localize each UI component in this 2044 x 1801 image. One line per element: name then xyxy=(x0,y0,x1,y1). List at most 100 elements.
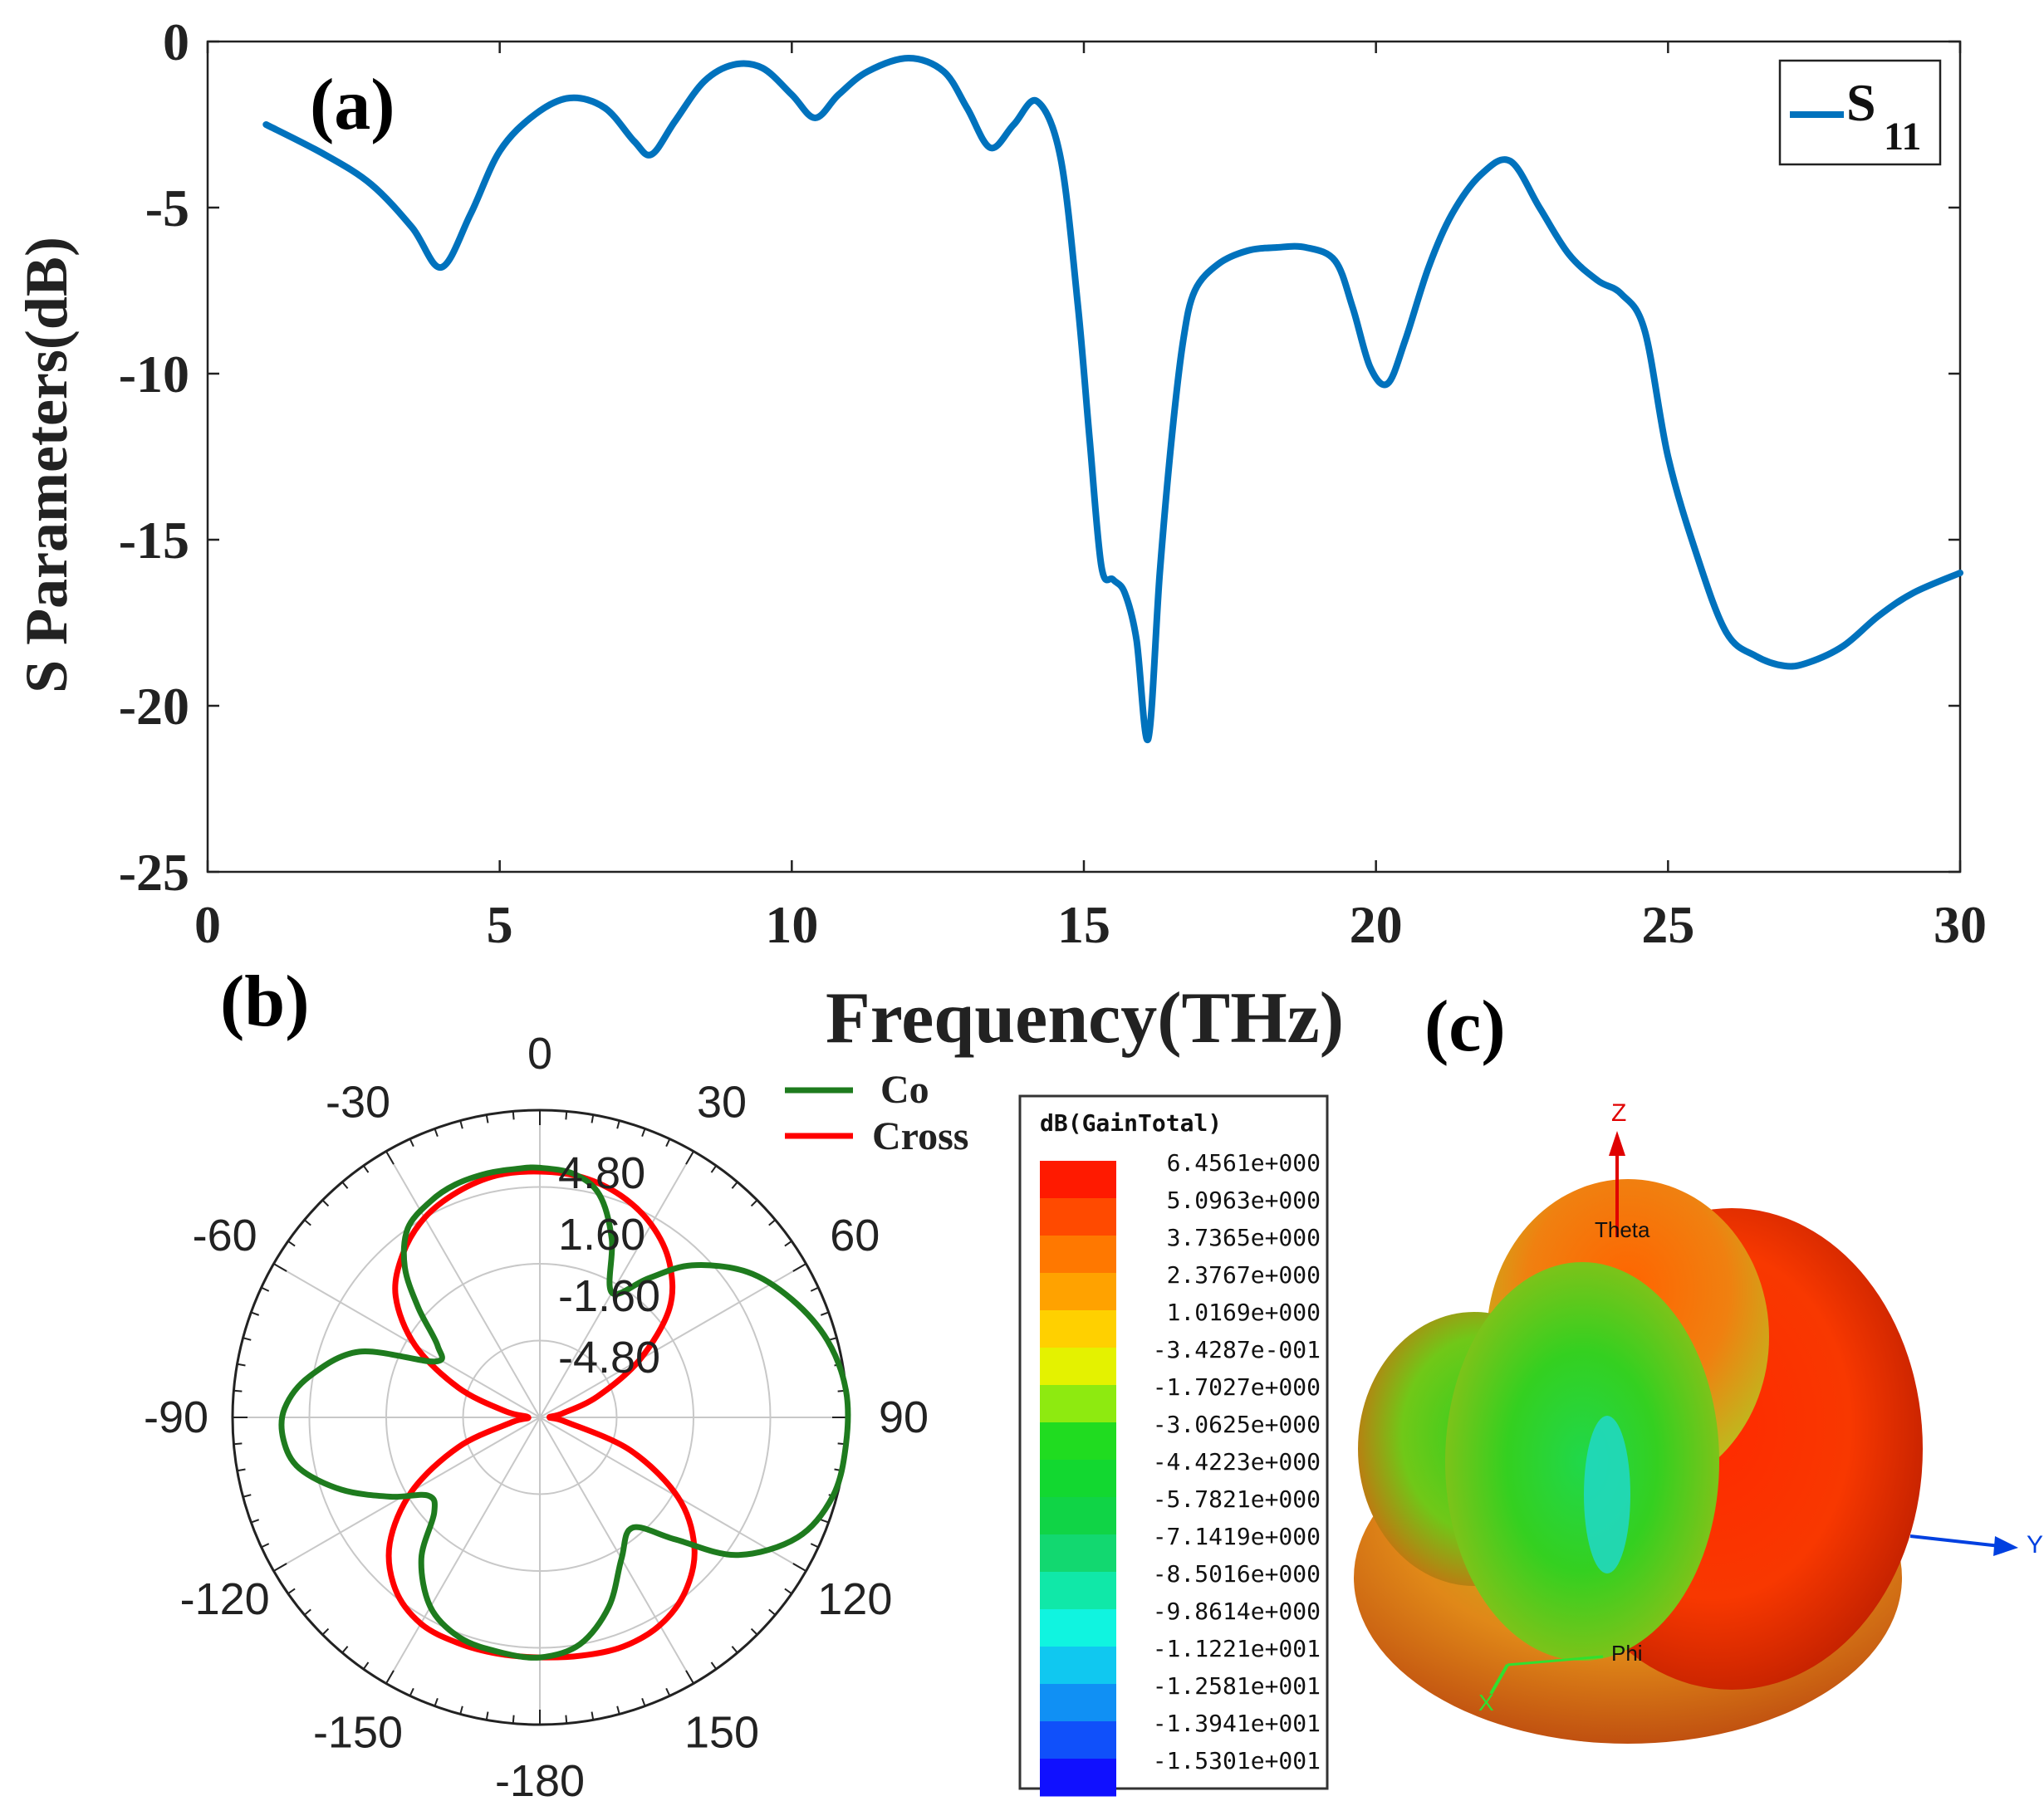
polar-grid-spoke xyxy=(385,1417,541,1684)
colorbar-label: 5.0963e+000 xyxy=(1167,1187,1321,1214)
polar-tick xyxy=(237,1468,246,1472)
colorbar-label: -4.4223e+000 xyxy=(1153,1448,1321,1476)
colorbar-label: -7.1419e+000 xyxy=(1153,1523,1321,1550)
polar-tick xyxy=(243,1337,252,1341)
y-axis xyxy=(1909,1534,2001,1548)
panel-c: (c) dB(GainTotal) 6.4561e+000 5.0963e+000… xyxy=(1018,986,2043,1797)
polar-tick xyxy=(434,1128,439,1138)
polar-tick xyxy=(485,1114,489,1123)
colorbar-label: 2.3767e+000 xyxy=(1167,1261,1321,1289)
polar-tick xyxy=(616,1120,620,1129)
polar-angle-label: -60 xyxy=(193,1211,257,1260)
lobe-center xyxy=(1445,1262,1719,1661)
colorbar-swatch xyxy=(1040,1348,1116,1386)
y-tick-label: -20 xyxy=(119,677,189,736)
colorbar-label: -1.1221e+001 xyxy=(1153,1635,1321,1662)
polar-tick xyxy=(685,1151,694,1165)
y-tick-label: -5 xyxy=(145,179,189,237)
legend-co-label: Co xyxy=(880,1068,929,1112)
polar-tick xyxy=(385,1151,395,1165)
colorbar-label: 1.0169e+000 xyxy=(1167,1299,1321,1326)
colorbar-label: -1.3941e+001 xyxy=(1153,1710,1321,1737)
polar-tick xyxy=(233,1442,243,1446)
polar-tick xyxy=(731,1181,738,1189)
panel-b-label: (b) xyxy=(220,962,310,1042)
y-axis-ticks: 0 -5 -10 -15 -20 -25 xyxy=(119,12,1960,902)
colorbar-label: -3.0625e+000 xyxy=(1153,1411,1321,1438)
polar-legend: Co Cross xyxy=(785,1068,968,1158)
radiation-pattern-3d xyxy=(1354,1179,1923,1744)
colorbar-swatch xyxy=(1040,1236,1116,1274)
z-axis-arrow-icon xyxy=(1609,1131,1625,1156)
polar-tick xyxy=(616,1706,620,1715)
polar-radial-labels: 4.80 1.60 -1.60 -4.80 xyxy=(558,1148,660,1383)
polar-angle-label: 120 xyxy=(817,1574,892,1624)
colorbar-label: -1.7027e+000 xyxy=(1153,1373,1321,1401)
colorbar-swatch xyxy=(1040,1497,1116,1535)
polar-angle-label: 60 xyxy=(830,1211,880,1260)
colorbar-swatches xyxy=(1040,1161,1116,1797)
phi-axis xyxy=(1507,1655,1604,1666)
colorbar-swatch xyxy=(1040,1609,1116,1647)
s11-line xyxy=(262,55,1963,744)
colorbar-swatch xyxy=(1040,1460,1116,1498)
colorbar-swatch xyxy=(1040,1647,1116,1685)
polar-tick xyxy=(459,1120,463,1129)
polar-tick xyxy=(434,1697,439,1707)
plot-frame xyxy=(206,40,1962,874)
colorbar-title: dB(GainTotal) xyxy=(1040,1109,1222,1137)
polar-tick xyxy=(731,1646,738,1654)
x-tick-label: 5 xyxy=(487,895,513,954)
polar-tick xyxy=(385,1670,395,1684)
polar-angle-label: -180 xyxy=(495,1756,585,1801)
polar-radial-label: 1.60 xyxy=(558,1210,645,1260)
panel-a-label: (a) xyxy=(310,65,395,145)
legend-label-subscript: 11 xyxy=(1884,115,1921,159)
polar-tick xyxy=(362,1165,370,1173)
polar-tick xyxy=(273,1563,287,1572)
polar-angle-label: -150 xyxy=(313,1707,403,1757)
polar-tick xyxy=(243,1494,252,1498)
colorbar-label: -5.7821e+000 xyxy=(1153,1485,1321,1513)
polar-tick xyxy=(287,1240,296,1247)
polar-tick xyxy=(512,1111,515,1120)
polar-tick xyxy=(750,1627,758,1636)
polar-tick xyxy=(591,1114,595,1123)
polar-tick xyxy=(665,1687,671,1696)
colorbar-swatch xyxy=(1040,1198,1116,1236)
polar-radial-label: -4.80 xyxy=(558,1333,660,1383)
polar-tick xyxy=(237,1363,246,1367)
panel-b: (b) 0 30 60 90 120 150 -180 -150 -120 -90 -60 -30 4… xyxy=(144,962,968,1801)
polar-tick xyxy=(665,1138,671,1148)
colorbar-swatch xyxy=(1040,1161,1116,1199)
y-axis-label: S Parameters(dB) xyxy=(13,237,80,693)
polar-tick xyxy=(250,1519,260,1524)
polar-tick xyxy=(409,1138,414,1148)
polar-grid-spoke xyxy=(273,1263,541,1418)
polar-angle-label: 90 xyxy=(879,1392,929,1442)
polar-tick xyxy=(768,1219,777,1226)
polar-tick xyxy=(710,1662,718,1670)
polar-angle-label: -120 xyxy=(180,1574,270,1624)
polar-tick xyxy=(512,1715,515,1724)
polar-tick xyxy=(641,1697,646,1707)
polar-grid xyxy=(231,1108,849,1726)
polar-tick xyxy=(409,1687,414,1696)
legend-label: S xyxy=(1846,73,1876,132)
polar-tick xyxy=(485,1711,489,1720)
colorbar-label: 6.4561e+000 xyxy=(1167,1149,1321,1177)
polar-grid-spoke xyxy=(539,1263,806,1418)
polar-tick xyxy=(784,1240,792,1247)
colorbar-swatch xyxy=(1040,1273,1116,1311)
polar-tick xyxy=(784,1588,792,1595)
polar-tick xyxy=(303,1219,311,1226)
polar-radial-label: -1.60 xyxy=(558,1271,660,1321)
colorbar-swatch xyxy=(1040,1385,1116,1423)
panel-a: (a) 0 -5 -10 -15 -20 -25 0 5 10 15 20 25 30 S Param… xyxy=(13,12,1987,1059)
polar-tick xyxy=(750,1199,758,1207)
colorbar-label: -3.4287e-001 xyxy=(1153,1336,1321,1363)
phi-label: Phi xyxy=(1611,1641,1643,1666)
x-tick-label: 30 xyxy=(1934,895,1987,954)
colorbar-label: -1.2581e+001 xyxy=(1153,1672,1321,1700)
polar-grid-spoke xyxy=(539,1151,694,1418)
